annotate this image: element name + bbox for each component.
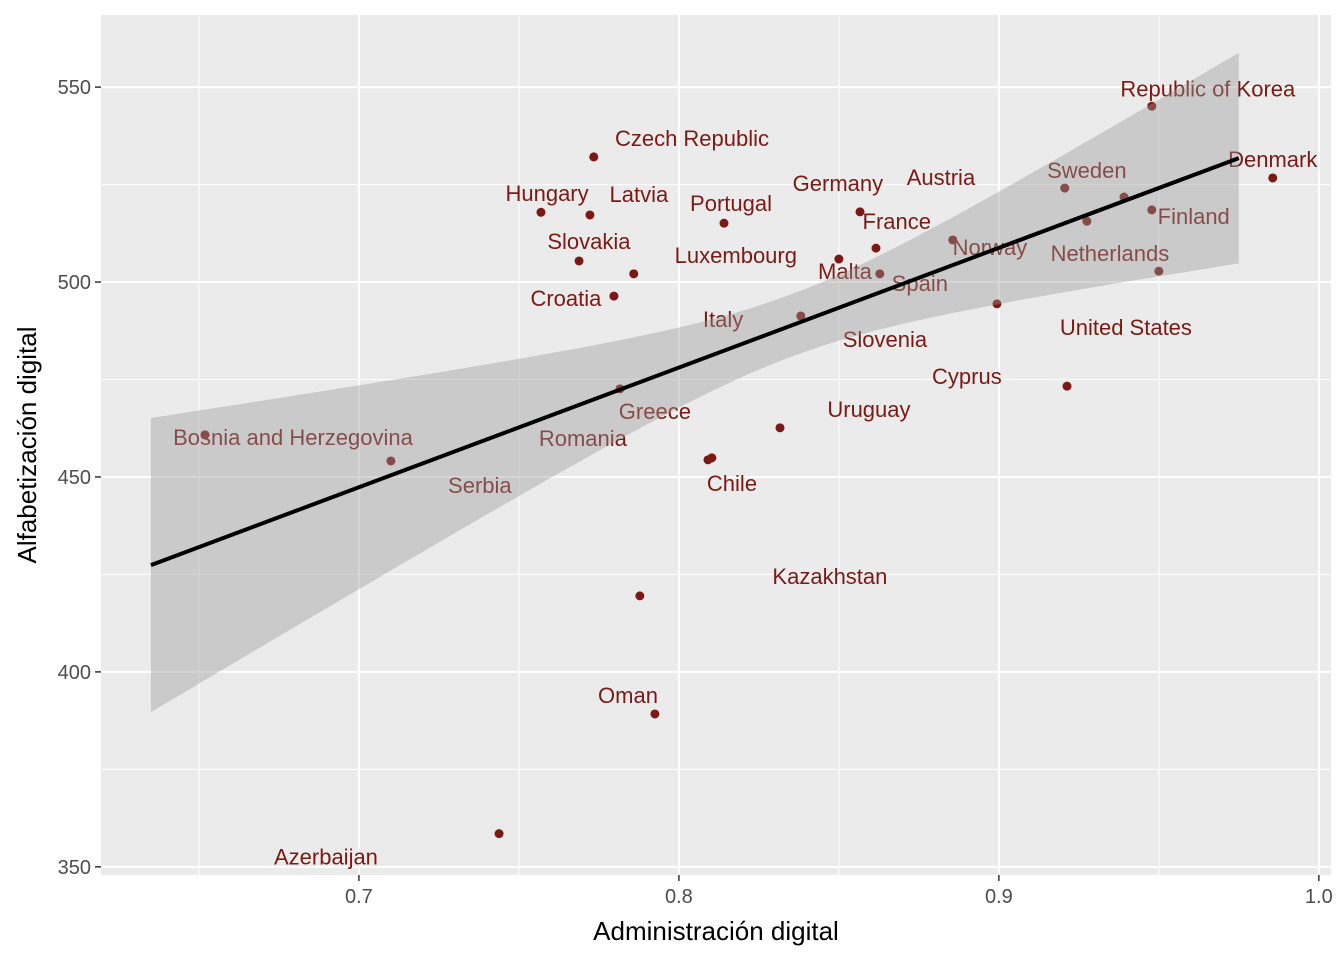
data-point [200, 430, 210, 440]
country-label: Portugal [690, 191, 772, 216]
y-tick-label: 500 [58, 272, 91, 294]
x-axis-title: Administración digital [593, 916, 839, 946]
y-tick-label: 350 [58, 857, 91, 879]
country-label: Oman [598, 683, 658, 708]
x-axis-ticks: 0.7 0.8 0.9 1.0 [345, 875, 1333, 908]
country-label: Malta [818, 259, 873, 284]
data-point [871, 243, 881, 253]
data-point [650, 709, 660, 719]
country-label: United States [1060, 315, 1192, 340]
minor-gridlines [101, 15, 1331, 875]
country-label: Italy [703, 307, 743, 332]
country-label: Czech Republic [615, 126, 769, 151]
data-point [834, 254, 844, 264]
data-point [386, 456, 396, 466]
data-point [948, 235, 958, 245]
country-label: Serbia [448, 473, 512, 498]
data-point [1147, 205, 1157, 215]
country-label: France [863, 209, 931, 234]
regression-line [150, 156, 1240, 567]
country-label: Uruguay [827, 397, 910, 422]
y-tick-label: 400 [58, 662, 91, 684]
country-label: Sweden [1047, 158, 1127, 183]
country-label: Romania [539, 426, 628, 451]
data-point [574, 256, 584, 266]
y-axis-ticks: 350 400 450 500 550 [58, 77, 101, 879]
data-point [609, 291, 619, 301]
major-gridlines [101, 15, 1331, 875]
y-tick-label: 550 [58, 77, 91, 99]
country-label: Latvia [610, 182, 669, 207]
data-point [796, 311, 806, 321]
x-tick-label: 0.7 [345, 886, 373, 908]
data-point [1060, 183, 1070, 193]
data-point [1082, 216, 1092, 226]
country-label: Luxembourg [675, 243, 797, 268]
data-point [992, 299, 1002, 309]
country-label: Norway [953, 235, 1028, 260]
y-axis-title: Alfabetización digital [12, 326, 42, 563]
y-tick-label: 450 [58, 467, 91, 489]
data-point [1154, 266, 1164, 276]
country-label: Republic of Korea [1120, 76, 1296, 101]
country-label: Slovakia [547, 229, 631, 254]
country-label: Netherlands [1051, 241, 1170, 266]
data-point [855, 207, 865, 217]
country-label: Cyprus [932, 364, 1002, 389]
data-point [629, 269, 639, 279]
plot-panel [101, 15, 1331, 875]
confidence-band [150, 52, 1239, 713]
country-label: Chile [707, 471, 757, 496]
country-label: Finland [1158, 204, 1230, 229]
country-label: Bosnia and Herzegovina [173, 425, 413, 450]
country-label: Greece [619, 399, 691, 424]
data-point [1268, 173, 1278, 183]
data-point [775, 423, 785, 433]
x-tick-label: 1.0 [1305, 886, 1333, 908]
data-point [875, 269, 885, 279]
country-label: Hungary [505, 181, 588, 206]
data-point [536, 207, 546, 217]
country-label: Denmark [1228, 147, 1318, 172]
data-point [585, 210, 595, 220]
country-label: Germany [793, 171, 883, 196]
data-point [589, 152, 599, 162]
country-label: Kazakhstan [772, 564, 887, 589]
country-label: Azerbaijan [274, 845, 378, 870]
data-point [1062, 381, 1072, 391]
data-point [635, 591, 645, 601]
x-tick-label: 0.9 [985, 886, 1013, 908]
country-label: Austria [907, 165, 976, 190]
country-label: Croatia [530, 286, 602, 311]
data-point [1147, 101, 1157, 111]
data-point [707, 453, 717, 463]
data-point [494, 829, 504, 839]
data-point [719, 218, 729, 228]
x-tick-label: 0.8 [665, 886, 693, 908]
country-label: Slovenia [843, 327, 928, 352]
